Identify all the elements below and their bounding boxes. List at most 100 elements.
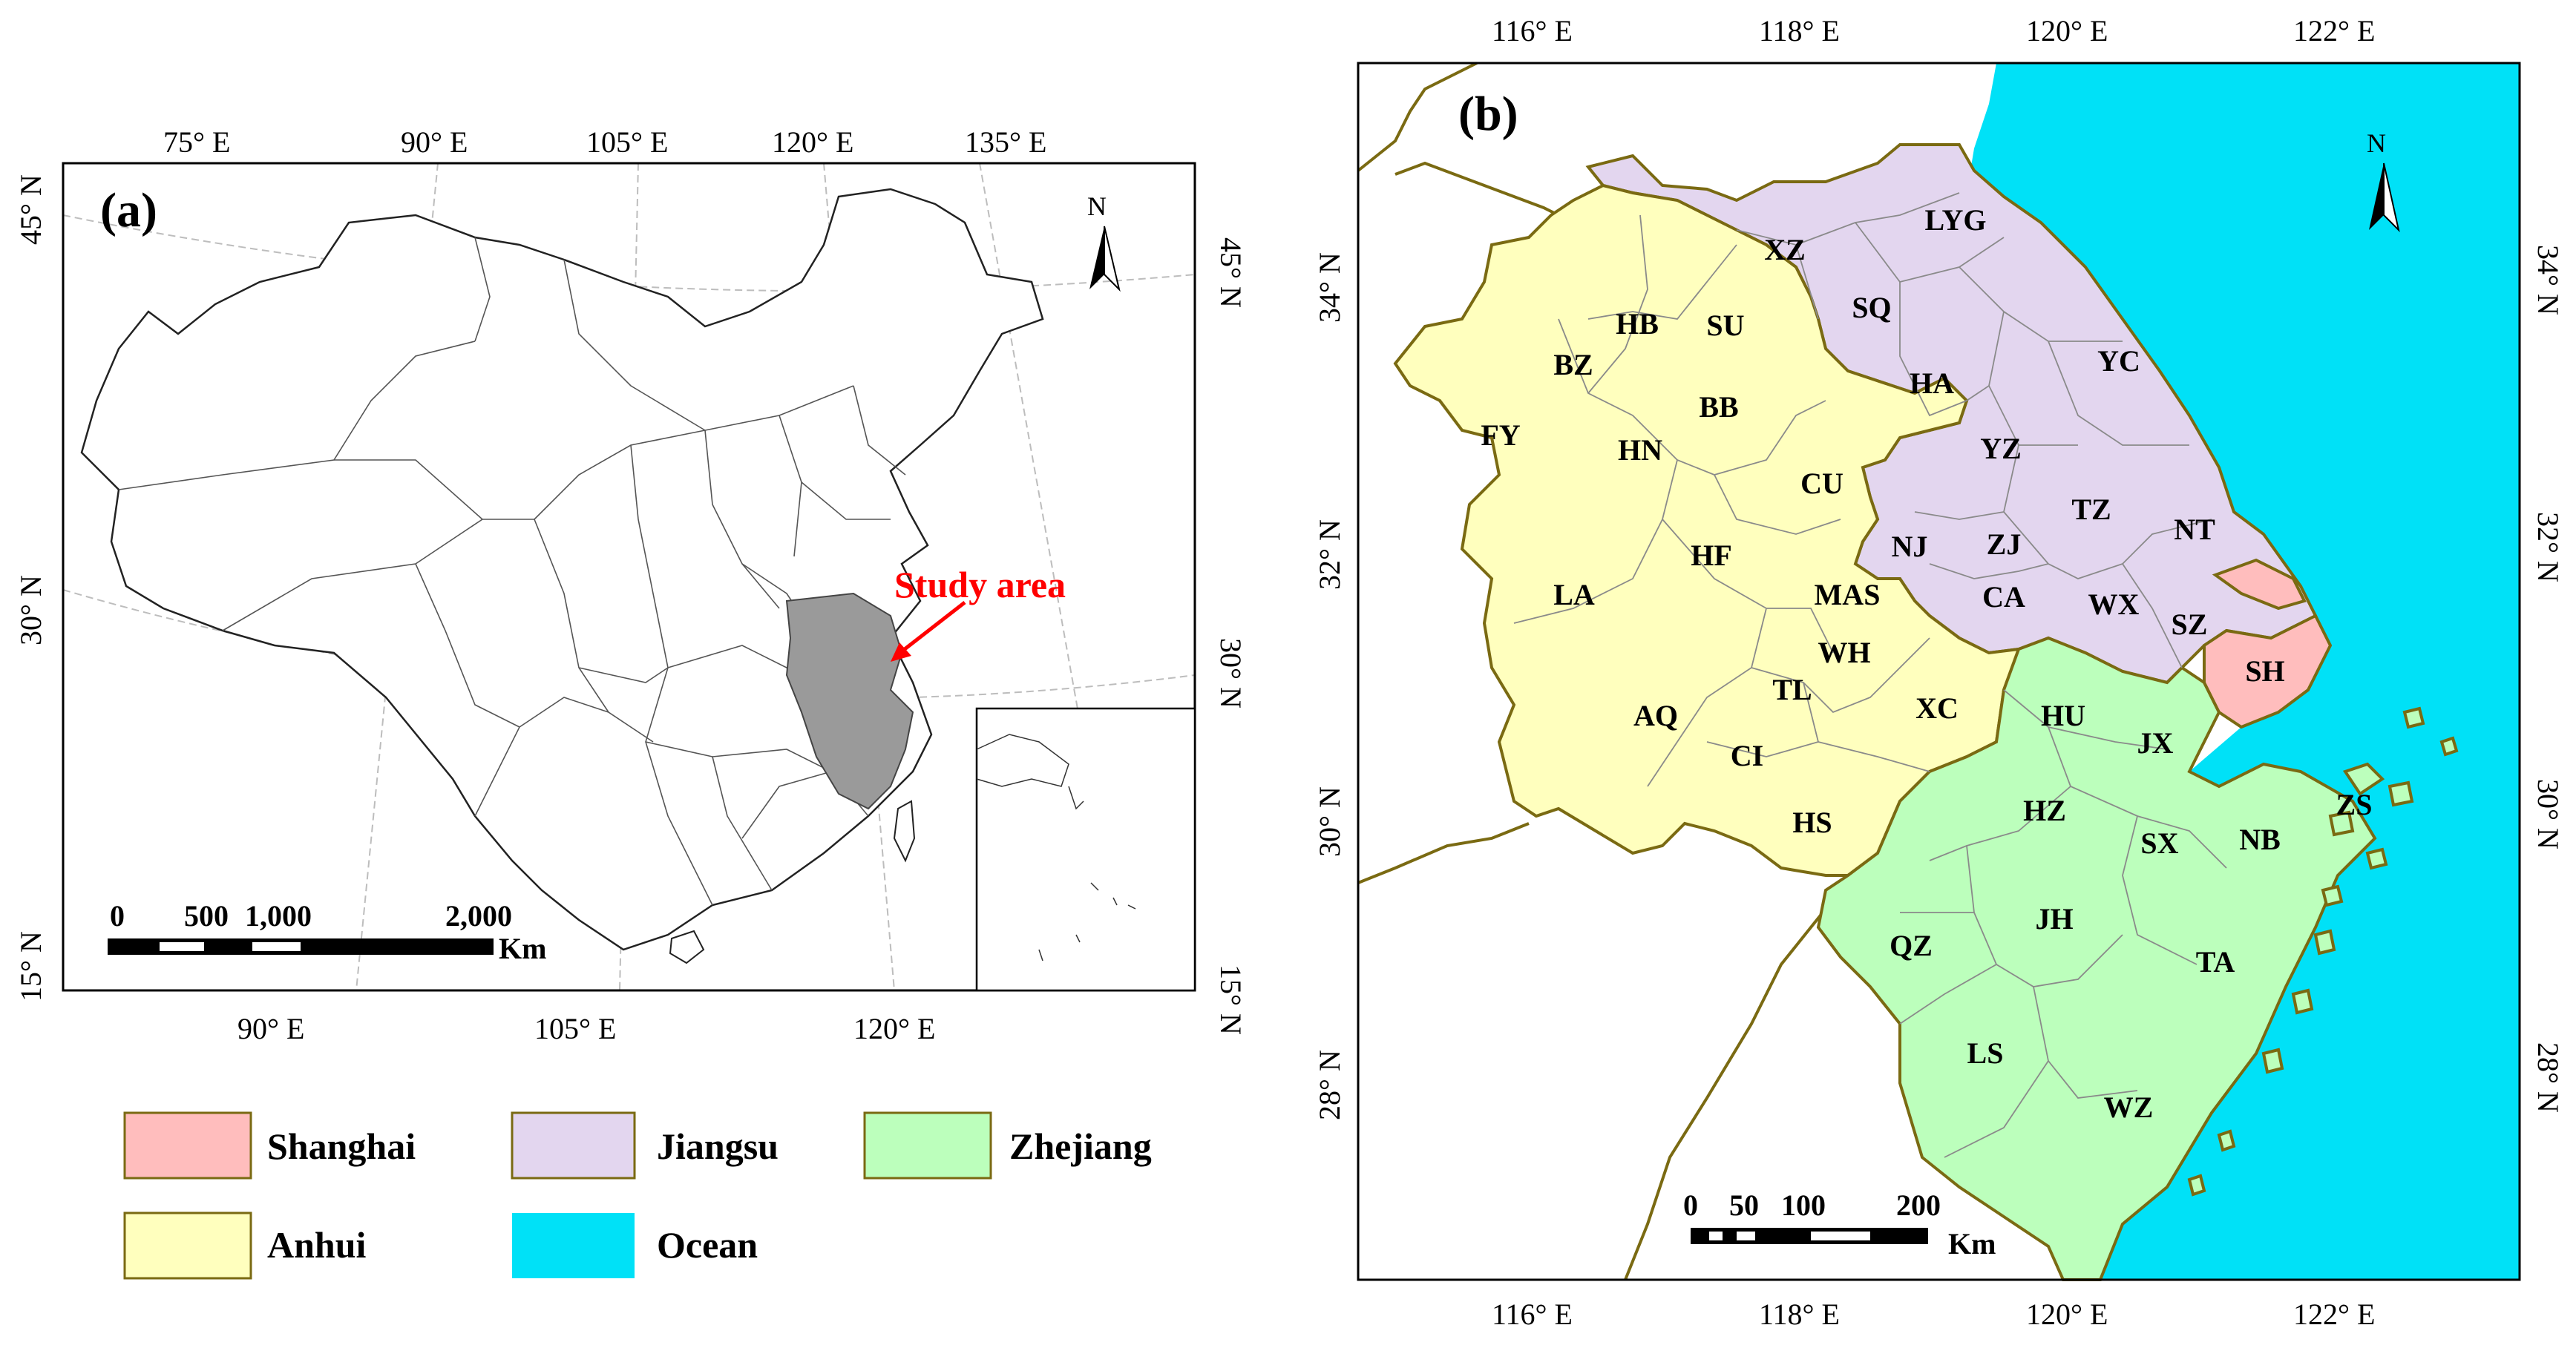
city-label: TL [1772, 673, 1812, 706]
city-label: JH [2035, 902, 2073, 936]
city-label: JX [2137, 726, 2174, 760]
axis-ticks-a: 75° E 90° E 105° E 120° E 135° E 90° E 1… [14, 125, 1248, 1045]
svg-text:Km: Km [499, 932, 546, 965]
svg-text:0: 0 [110, 899, 125, 933]
city-label: LS [1967, 1036, 2004, 1070]
taiwan-island [893, 800, 916, 863]
north-arrow-a: N [1087, 191, 1121, 292]
panel-a-label: (a) [100, 183, 157, 237]
study-area-arrow [897, 601, 966, 656]
svg-text:75° E: 75° E [163, 125, 230, 159]
city-label: NJ [1892, 530, 1928, 563]
svg-text:Km: Km [1948, 1227, 1996, 1260]
svg-text:120° E: 120° E [2026, 14, 2108, 47]
svg-text:32° N: 32° N [2531, 512, 2565, 582]
city-label: CA [1982, 580, 2025, 614]
city-label: CU [1800, 467, 1843, 500]
city-label: YZ [1980, 432, 2022, 465]
chongming-island [2212, 558, 2307, 611]
svg-text:100: 100 [1781, 1188, 1826, 1222]
svg-text:1,000: 1,000 [245, 899, 312, 933]
city-label: WH [1818, 636, 1870, 669]
legend-item-zhejiang: Zhejiang [863, 1111, 1152, 1180]
coastal-islands [2187, 706, 2459, 1197]
city-label: YC [2097, 344, 2140, 378]
svg-text:122° E: 122° E [2293, 14, 2375, 47]
svg-text:120° E: 120° E [853, 1012, 935, 1045]
axis-ticks-b: 116° E 118° E 120° E 122° E 116° E 118° … [1313, 14, 2565, 1331]
svg-text:135° E: 135° E [965, 125, 1046, 159]
city-label: LYG [1924, 203, 1986, 237]
legend-item-anhui: Anhui [123, 1211, 367, 1280]
svg-text:45° N: 45° N [1214, 237, 1248, 308]
city-label: HF [1691, 539, 1732, 572]
svg-text:28° N: 28° N [2531, 1042, 2565, 1113]
north-arrow-b: N [2367, 128, 2400, 233]
study-area-label: Study area [894, 564, 1066, 605]
legend: Shanghai Jiangsu Zhejiang Anhui Ocean [123, 1111, 1152, 1280]
city-label: FY [1481, 418, 1520, 452]
south-china-sea-inset [975, 707, 1196, 992]
svg-text:2,000: 2,000 [445, 899, 512, 933]
svg-text:28° N: 28° N [1313, 1050, 1346, 1120]
svg-text:30° N: 30° N [1214, 638, 1248, 708]
svg-text:34° N: 34° N [2531, 245, 2565, 315]
svg-text:32° N: 32° N [1313, 519, 1346, 590]
city-label: HZ [2023, 794, 2066, 827]
region-shanghai [2203, 614, 2333, 729]
svg-text:500: 500 [184, 899, 229, 933]
svg-text:30° N: 30° N [2531, 779, 2565, 849]
city-label: SQ [1852, 291, 1891, 324]
city-label: SH [2245, 654, 2284, 688]
svg-text:122° E: 122° E [2293, 1298, 2375, 1331]
panel-b: (b) N 0 50 100 200 Km 116° E 118° E 120°… [1313, 14, 2565, 1331]
city-labels: XZ LYG SQ HB SU BZ YC HA BB FY HN YZ CU … [1481, 203, 2372, 1124]
city-label: BB [1699, 390, 1738, 424]
svg-text:105° E: 105° E [586, 125, 668, 159]
hainan-island [669, 930, 705, 964]
svg-text:30° N: 30° N [1313, 786, 1346, 857]
scale-bar-a: 0 500 1,000 2,000 Km [108, 899, 546, 965]
city-label: HU [2041, 699, 2085, 732]
svg-text:90° E: 90° E [237, 1012, 304, 1045]
svg-text:90° E: 90° E [401, 125, 468, 159]
inset-islands [976, 734, 1136, 961]
city-boundaries [1513, 192, 2227, 1158]
svg-text:15° N: 15° N [14, 931, 47, 1002]
svg-text:15° N: 15° N [1214, 964, 1248, 1035]
city-label: TZ [2071, 493, 2111, 526]
legend-item-jiangsu: Jiangsu [511, 1111, 779, 1180]
city-label: CI [1731, 739, 1763, 772]
panel-b-frame [1357, 62, 2521, 1281]
svg-text:Shanghai: Shanghai [267, 1125, 416, 1167]
svg-text:N: N [2367, 128, 2386, 158]
svg-text:118° E: 118° E [1759, 14, 1840, 47]
svg-text:200: 200 [1896, 1188, 1941, 1222]
city-label: SZ [2172, 608, 2208, 641]
svg-text:116° E: 116° E [1492, 14, 1573, 47]
city-label: HS [1792, 806, 1832, 839]
svg-text:Ocean: Ocean [657, 1224, 758, 1266]
city-label: NT [2174, 513, 2215, 546]
city-label: LA [1553, 578, 1595, 611]
scale-bar-b: 0 50 100 200 Km [1683, 1188, 1996, 1260]
svg-text:30° N: 30° N [14, 575, 47, 645]
svg-text:45° N: 45° N [14, 174, 47, 245]
arrow-head [891, 642, 911, 662]
panel-a-frame [62, 162, 1196, 992]
city-label: TA [2196, 945, 2235, 979]
svg-text:N: N [1087, 191, 1107, 221]
city-label: ZJ [1987, 527, 2022, 561]
city-label: SU [1706, 309, 1744, 342]
svg-text:Anhui: Anhui [267, 1224, 367, 1266]
svg-text:118° E: 118° E [1759, 1298, 1840, 1331]
study-area-region [785, 592, 914, 810]
svg-text:120° E: 120° E [2026, 1298, 2108, 1331]
city-label: BZ [1553, 348, 1593, 381]
city-label: HA [1910, 366, 1954, 400]
city-label: ZS [2336, 788, 2373, 821]
city-label: XC [1915, 691, 1959, 725]
svg-text:34° N: 34° N [1313, 252, 1346, 323]
svg-text:0: 0 [1683, 1188, 1698, 1222]
